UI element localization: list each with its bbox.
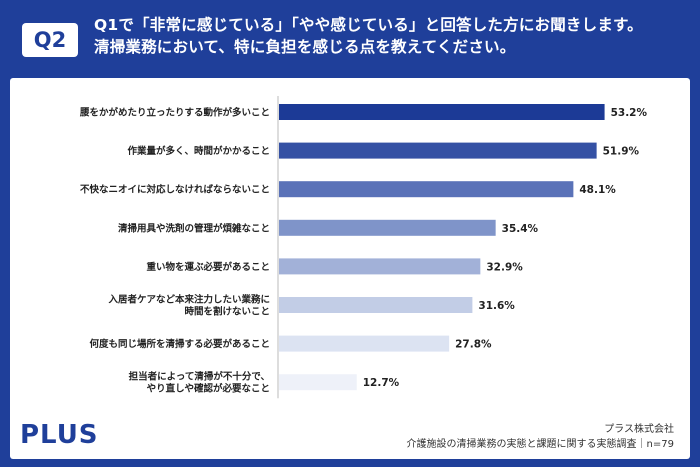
source-note: プラス株式会社 介護施設の清掃業務の実態と課題に関する実態調査｜n=79 — [407, 422, 674, 452]
chart-card: 腰をかがめたり立ったりする動作が多いこと 53.2% 作業量が多く、時間がかかること… — [10, 78, 690, 459]
bar-chart: 腰をかがめたり立ったりする動作が多いこと 53.2% 作業量が多く、時間がかかること… — [79, 96, 648, 399]
bar — [279, 374, 357, 391]
value-label: 32.9% — [486, 261, 523, 273]
bar — [279, 104, 605, 120]
question-line-2: 清掃業務において、特に負担を感じる点を教えてください。 — [94, 38, 516, 56]
bar — [279, 297, 473, 313]
question-line-1: Q1で「非常に感じている」「やや感じている」と回答した方にお聞きします。 — [94, 16, 643, 34]
value-label: 35.4% — [502, 223, 539, 235]
category-label: 不快なニオイに対応しなければならないこと — [80, 184, 270, 196]
category-label: 入居者ケアなど本来注力したい業務に時間を割けないこと — [107, 294, 270, 318]
company-name: プラス株式会社 — [604, 424, 674, 435]
value-label: 48.1% — [579, 184, 616, 196]
value-label: 31.6% — [478, 300, 515, 312]
value-label: 51.9% — [603, 146, 640, 158]
category-label: 重い物を運ぶ必要があること — [146, 261, 270, 273]
value-label: 27.8% — [455, 339, 492, 351]
question-text: Q1で「非常に感じている」「やや感じている」と回答した方にお聞きします。 清掃業… — [94, 14, 690, 58]
value-label: 53.2% — [611, 107, 648, 119]
category-label: 清掃用具や洗剤の管理が煩雑なこと — [118, 222, 270, 234]
category-label: 何度も同じ場所を清掃する必要があること — [89, 338, 270, 350]
question-header: Q2 Q1で「非常に感じている」「やや感じている」と回答した方にお聞きします。 … — [0, 0, 700, 70]
bar — [279, 219, 496, 236]
bar — [279, 181, 574, 198]
survey-name: 介護施設の清掃業務の実態と課題に関する実態調査｜n=79 — [406, 439, 674, 450]
value-label: 12.7% — [363, 377, 400, 389]
category-label: 腰をかがめたり立ったりする動作が多いこと — [79, 107, 270, 119]
bar — [279, 258, 481, 275]
question-number-badge: Q2 — [22, 23, 78, 57]
category-label: 作業量が多く、時間がかかること — [127, 145, 270, 157]
bar — [279, 335, 450, 352]
bar — [279, 142, 597, 159]
plus-logo: PLUS — [20, 420, 99, 450]
category-label: 担当者によって清掃が不十分で、やり直しや確認が必要なこと — [129, 371, 270, 395]
